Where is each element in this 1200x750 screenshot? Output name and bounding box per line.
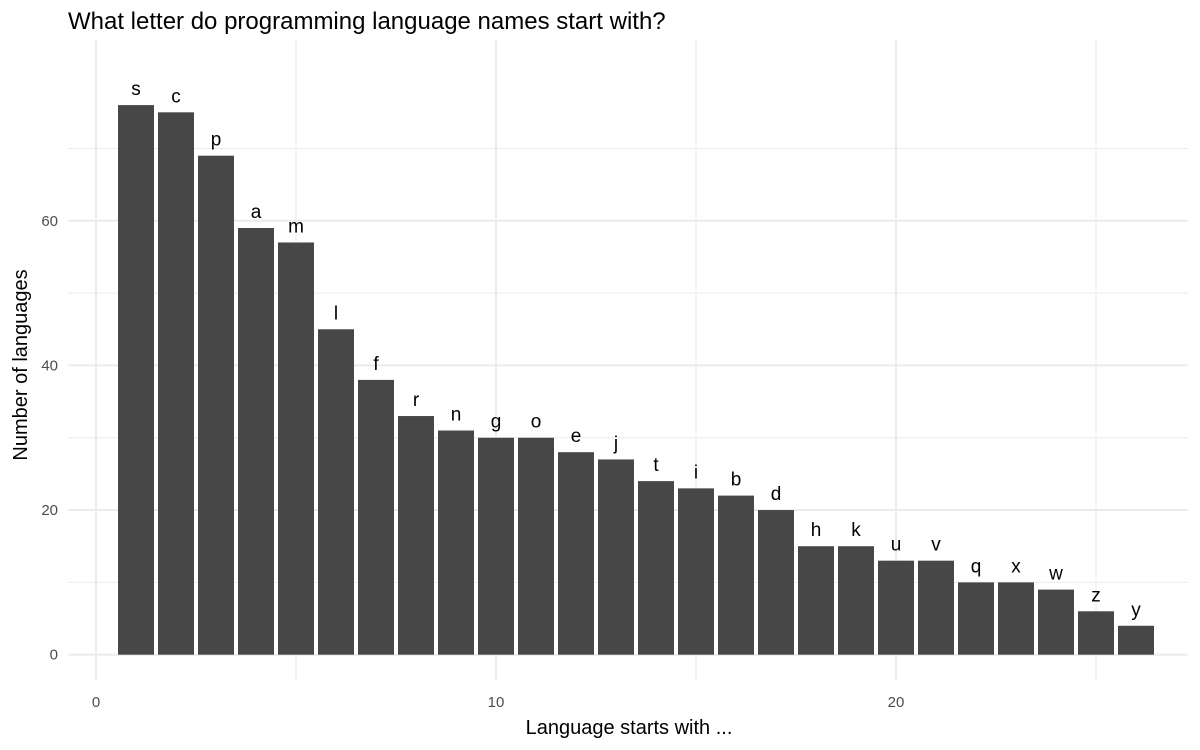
x-tick-label: 20	[888, 694, 905, 711]
bar-x	[998, 582, 1034, 655]
x-axis-title: Language starts with ...	[526, 717, 733, 739]
bar-label: h	[811, 520, 822, 541]
bar-label: o	[531, 412, 542, 433]
bar-p	[198, 155, 234, 655]
bar-c	[158, 112, 194, 655]
bar-e	[558, 452, 594, 655]
chart-title: What letter do programming language name…	[68, 8, 666, 35]
bar-k	[838, 546, 874, 655]
bar-label: w	[1048, 564, 1063, 585]
bar-b	[718, 495, 754, 655]
bar-label: l	[334, 303, 338, 324]
bar-labels: s c p a m l f r n g o e j t i b d h k u v q x w z y	[131, 79, 1141, 621]
bar-o	[518, 437, 554, 655]
y-tick-label: 40	[41, 357, 58, 374]
bar-label: i	[694, 462, 698, 483]
bar-label: k	[851, 520, 861, 541]
x-axis-ticks: 0 10 20	[92, 694, 905, 711]
bar-l	[318, 329, 354, 655]
x-tick-label: 10	[488, 694, 505, 711]
y-axis-ticks: 0 20 40 60	[41, 213, 58, 664]
bar-n	[438, 430, 474, 655]
bars	[118, 105, 1154, 655]
bar-w	[1038, 589, 1074, 655]
bar-q	[958, 582, 994, 655]
bar-label: u	[891, 535, 902, 556]
bar-label: a	[251, 202, 262, 223]
bar-label: r	[413, 390, 420, 411]
bar-label: p	[211, 130, 222, 151]
bar-d	[758, 510, 794, 655]
bar-label: d	[771, 484, 782, 505]
bar-g	[478, 437, 514, 655]
bar-u	[878, 560, 914, 655]
bar-label: b	[731, 470, 742, 491]
bar-label: j	[613, 433, 618, 454]
bar-y	[1118, 625, 1154, 655]
bar-label: q	[971, 556, 982, 577]
y-tick-label: 20	[41, 502, 58, 519]
bar-label: e	[571, 426, 582, 447]
bar-label: c	[171, 86, 181, 107]
bar-s	[118, 105, 154, 655]
bar-f	[358, 379, 394, 655]
bar-a	[238, 228, 274, 655]
bar-z	[1078, 611, 1114, 655]
bar-label: y	[1131, 600, 1141, 621]
bar-label: t	[653, 455, 659, 476]
bar-label: v	[931, 535, 941, 556]
bar-j	[598, 459, 634, 655]
y-tick-label: 0	[50, 647, 58, 664]
bar-label: n	[451, 405, 462, 426]
bar-h	[798, 546, 834, 655]
bar-label: x	[1011, 556, 1021, 577]
bar-label: m	[288, 216, 304, 237]
bar-v	[918, 560, 954, 655]
bar-label: g	[491, 412, 502, 433]
x-tick-label: 0	[92, 694, 100, 711]
bar-label: z	[1091, 585, 1101, 606]
bar-i	[678, 488, 714, 655]
bar-label: f	[373, 354, 379, 375]
bar-m	[278, 242, 314, 655]
bar-label: s	[131, 79, 141, 100]
bar-t	[638, 481, 674, 655]
y-axis-title: Number of languages	[10, 269, 32, 460]
y-tick-label: 60	[41, 213, 58, 230]
bar-r	[398, 416, 434, 655]
